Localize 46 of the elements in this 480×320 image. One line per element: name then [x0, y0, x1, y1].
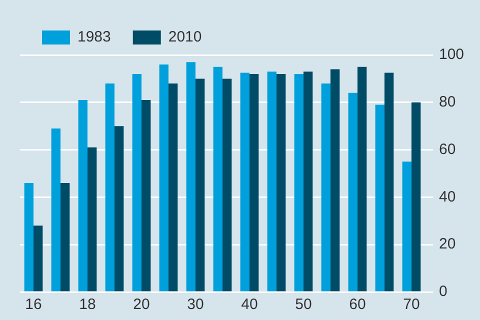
x-tick-label: 50 — [295, 296, 312, 314]
bar — [375, 104, 384, 292]
bar — [321, 83, 330, 292]
x-tick-label: 30 — [187, 296, 204, 314]
x-tick-label: 18 — [79, 296, 96, 314]
bar — [330, 69, 340, 292]
bar — [78, 100, 88, 292]
bar — [51, 128, 60, 292]
y-tick-label: 100 — [438, 46, 464, 64]
x-tick-label: 70 — [403, 296, 420, 314]
y-tick-label: 20 — [438, 236, 456, 253]
bar — [222, 78, 232, 292]
bar — [186, 62, 196, 292]
x-tick-label: 16 — [25, 296, 42, 314]
legend-label: 1983 — [78, 28, 111, 46]
bar — [60, 182, 70, 292]
bar — [195, 78, 205, 292]
bar — [348, 92, 358, 292]
bar — [213, 66, 222, 292]
bar — [24, 182, 34, 292]
x-tick-label: 60 — [349, 296, 366, 314]
y-tick-label: 40 — [438, 188, 456, 206]
bar — [411, 102, 421, 292]
bar — [303, 72, 313, 292]
bar — [141, 100, 151, 292]
bar — [402, 162, 412, 292]
bar — [357, 66, 367, 292]
y-tick-label: 0 — [438, 283, 448, 300]
x-tick-label: 20 — [133, 296, 150, 314]
bar — [132, 74, 142, 292]
bar — [114, 126, 124, 292]
y-tick-label: 80 — [438, 94, 456, 111]
bar — [87, 147, 97, 292]
bar — [249, 74, 259, 292]
legend-label: 2010 — [168, 28, 202, 46]
bar — [276, 74, 286, 292]
bar — [105, 83, 114, 292]
bar — [168, 83, 178, 292]
x-tick-label: 40 — [241, 296, 258, 314]
bar — [240, 72, 250, 292]
bar — [384, 72, 394, 292]
bar — [294, 74, 304, 292]
y-tick-label: 60 — [438, 140, 456, 158]
bar — [267, 72, 276, 292]
bar — [34, 226, 43, 292]
bar — [159, 64, 168, 292]
